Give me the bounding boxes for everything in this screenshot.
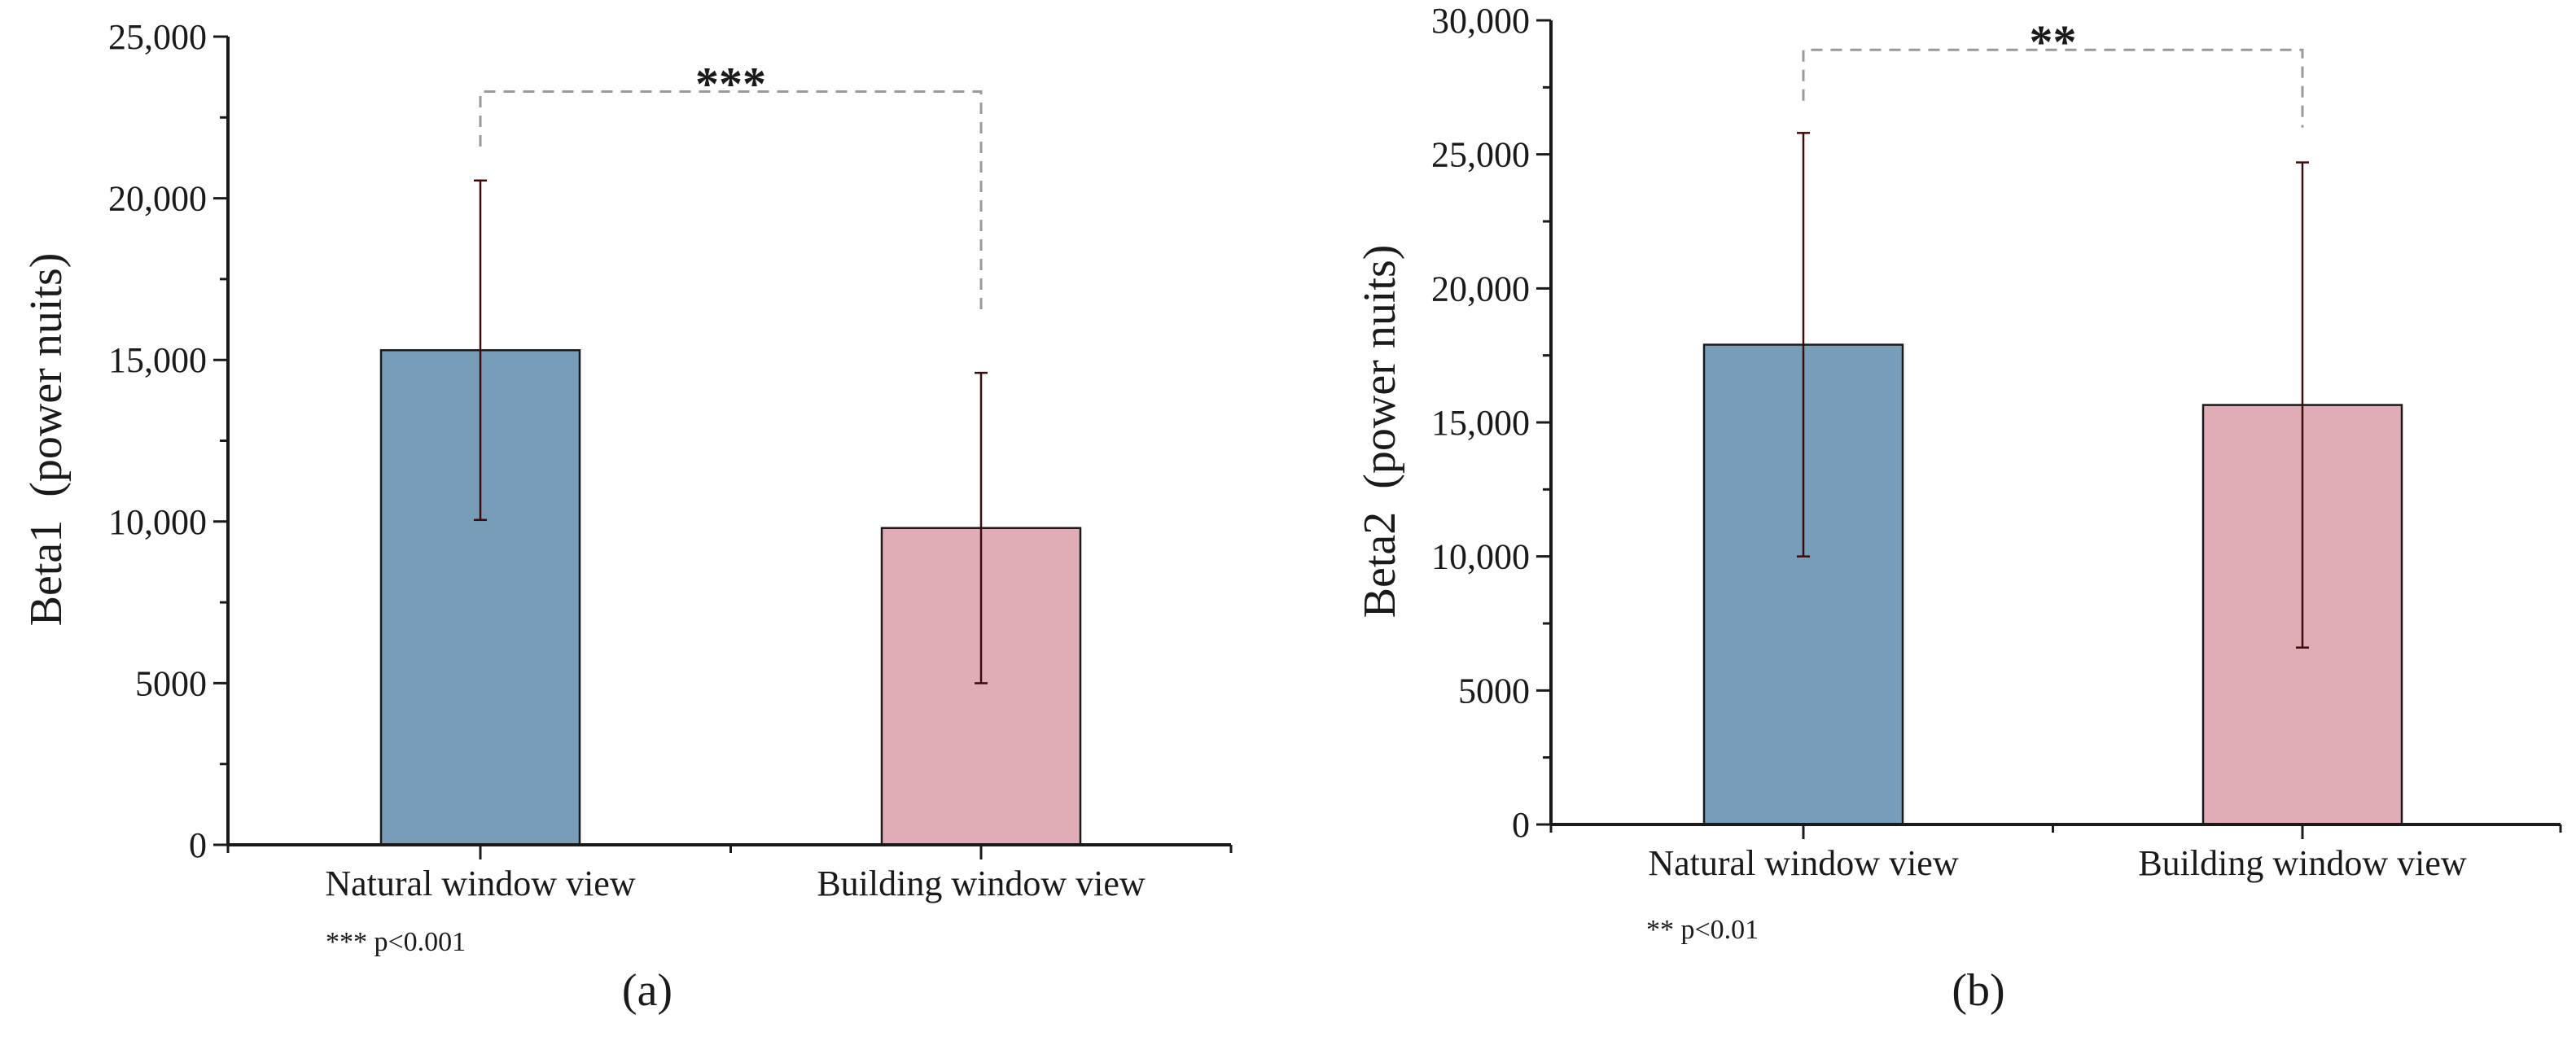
chart-2-category-label-1: Natural window view [1648, 843, 1958, 883]
chart-1-y-tick-label: 10,000 [108, 502, 207, 542]
chart-2-y-tick-label: 5000 [1458, 671, 1530, 711]
chart-1-category-label-2: Building window view [817, 864, 1146, 903]
chart-2-footnote: ** p<0.01 [1646, 915, 1759, 945]
chart-1-y-tick-label: 0 [189, 825, 207, 865]
chart-2-y-tick-label: 15,000 [1431, 403, 1530, 443]
chart-1-significance-stars: *** [695, 58, 766, 111]
chart-1-category-label-1: Natural window view [325, 864, 635, 903]
chart-1-footnote: *** p<0.001 [326, 927, 466, 957]
chart-2-y-tick-label: 25,000 [1431, 135, 1530, 175]
chart-2-significance-bracket [1802, 48, 2304, 128]
chart-2-y-tick-label: 0 [1512, 805, 1530, 845]
chart-1-y-tick-label: 20,000 [108, 179, 207, 219]
chart-2-y-tick-label: 10,000 [1431, 537, 1530, 577]
chart-2-category-label-2: Building window view [2138, 843, 2467, 883]
chart-2-y-tick-label: 30,000 [1431, 1, 1530, 41]
chart-1-panel-label: (a) [622, 965, 672, 1016]
chart-2-y-axis-title: Beta2 (power nuits) [1355, 245, 1405, 619]
chart-1-y-tick-label: 15,000 [108, 340, 207, 380]
chart-1-y-tick-label: 5000 [135, 663, 207, 703]
chart-2-significance-stars: ** [2030, 15, 2077, 68]
chart-2-y-tick-label: 20,000 [1431, 269, 1530, 308]
chart-1-y-axis-title: Beta1 (power nuits) [21, 253, 72, 627]
chart-1-significance-bracket [479, 90, 983, 312]
chart-2-panel-label: (b) [1952, 965, 2004, 1016]
chart-1-y-tick-label: 25,000 [108, 17, 207, 57]
